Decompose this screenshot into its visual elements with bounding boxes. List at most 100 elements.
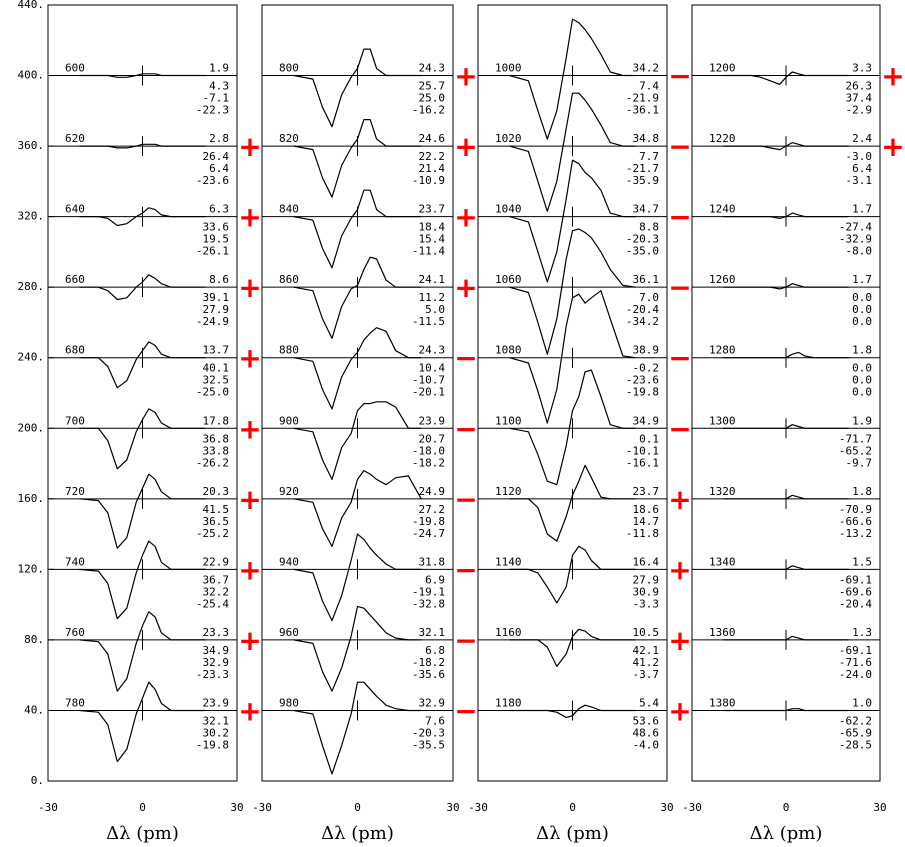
row-value: 26.3 [846,80,873,93]
x-tick-label: 0 [139,801,146,814]
sign: + [454,60,477,93]
row-label: 820 [279,132,299,145]
row-label: 1060 [495,273,522,286]
row-value: 13.7 [203,344,230,357]
profile-line [509,92,636,212]
row-value: -62.2 [839,714,872,727]
row-value: -3.3 [633,597,660,610]
row-value: -20.4 [839,597,872,610]
row-value: -10.7 [412,374,445,387]
profile-line [723,71,849,85]
row-value: -11.4 [412,245,445,258]
row-value: -23.6 [626,374,659,387]
profile-line [509,18,636,140]
sign: + [668,624,691,657]
row-value: -11.5 [412,315,445,328]
y-tick-label: 0. [31,774,44,787]
row-value: -23.6 [196,174,229,187]
profile-line [293,533,422,622]
row-value: 1.5 [852,555,872,568]
row-label: 1020 [495,132,522,145]
row-value: -19.8 [626,386,659,399]
profile-line [293,119,422,198]
row-value: 3.3 [852,62,872,75]
row-value: 2.4 [852,132,872,145]
profile-line [509,228,636,355]
row-value: 7.6 [425,714,445,727]
profile-line [509,159,636,283]
row-value: -34.2 [626,315,659,328]
row-value: -18.2 [412,656,445,669]
sign: − [668,342,691,375]
row-value: 34.2 [633,62,660,75]
row-value: 32.1 [203,714,230,727]
y-tick-label: 80. [24,633,44,646]
row-label: 1240 [709,203,736,216]
profile-line [293,605,422,692]
row-value: -32.8 [412,597,445,610]
row-value: 32.2 [203,585,230,598]
row-value: 0.0 [852,291,872,304]
row-value: 36.1 [633,273,660,286]
profile-line [79,611,206,692]
row-value: -0.2 [633,362,660,375]
row-value: 34.7 [633,203,660,216]
x-axis-label: Δλ (pm) [321,823,394,844]
row-value: 11.2 [419,291,446,304]
x-tick-label: 0 [569,801,576,814]
sign: − [668,130,691,163]
row-value: -21.9 [626,92,659,105]
row-value: -25.0 [196,386,229,399]
profile-line [509,369,636,486]
row-value: -13.2 [839,527,872,540]
profile-line [79,408,206,470]
y-tick-label: 200. [18,421,45,434]
row-value: 0.0 [852,374,872,387]
profile-line [79,207,206,227]
sign: + [238,342,261,375]
profile-line [509,545,636,604]
row-value: -8.0 [846,245,873,258]
row-value: 40.1 [203,362,230,375]
row-value: 22.9 [203,555,230,568]
row-value: -69.1 [839,573,872,586]
sign: − [454,483,477,516]
row-label: 1280 [709,344,736,357]
row-value: 1.8 [852,485,872,498]
row-value: -7.1 [203,92,230,105]
sign: − [668,271,691,304]
row-label: 960 [279,626,299,639]
row-value: 33.6 [203,221,230,234]
row-label: 1260 [709,273,736,286]
row-value: -20.1 [412,386,445,399]
row-label: 760 [65,626,85,639]
row-value: 24.9 [419,485,446,498]
row-value: -28.5 [839,738,872,751]
profile-line [79,681,206,763]
row-value: 0.0 [852,386,872,399]
row-label: 980 [279,696,299,709]
row-value: 20.7 [419,432,446,445]
row-label: 900 [279,414,299,427]
row-value: 27.9 [633,573,660,586]
profile-line [293,681,422,775]
sign: − [668,60,691,93]
x-tick-label: -30 [468,801,488,814]
row-value: -65.9 [839,726,872,739]
row-value: -35.9 [626,174,659,187]
row-label: 880 [279,344,299,357]
profile-line [723,565,849,570]
row-label: 720 [65,485,85,498]
row-label: 1080 [495,344,522,357]
row-value: -18.0 [412,444,445,457]
row-value: 7.4 [639,80,659,93]
row-value: 21.4 [419,162,446,175]
x-axis-label: Δλ (pm) [750,823,823,844]
row-label: 660 [65,273,85,286]
row-label: 1300 [709,414,736,427]
row-value: -25.2 [196,527,229,540]
row-label: 840 [279,203,299,216]
row-value: 17.8 [203,414,230,427]
row-label: 1320 [709,485,736,498]
row-label: 1160 [495,626,522,639]
